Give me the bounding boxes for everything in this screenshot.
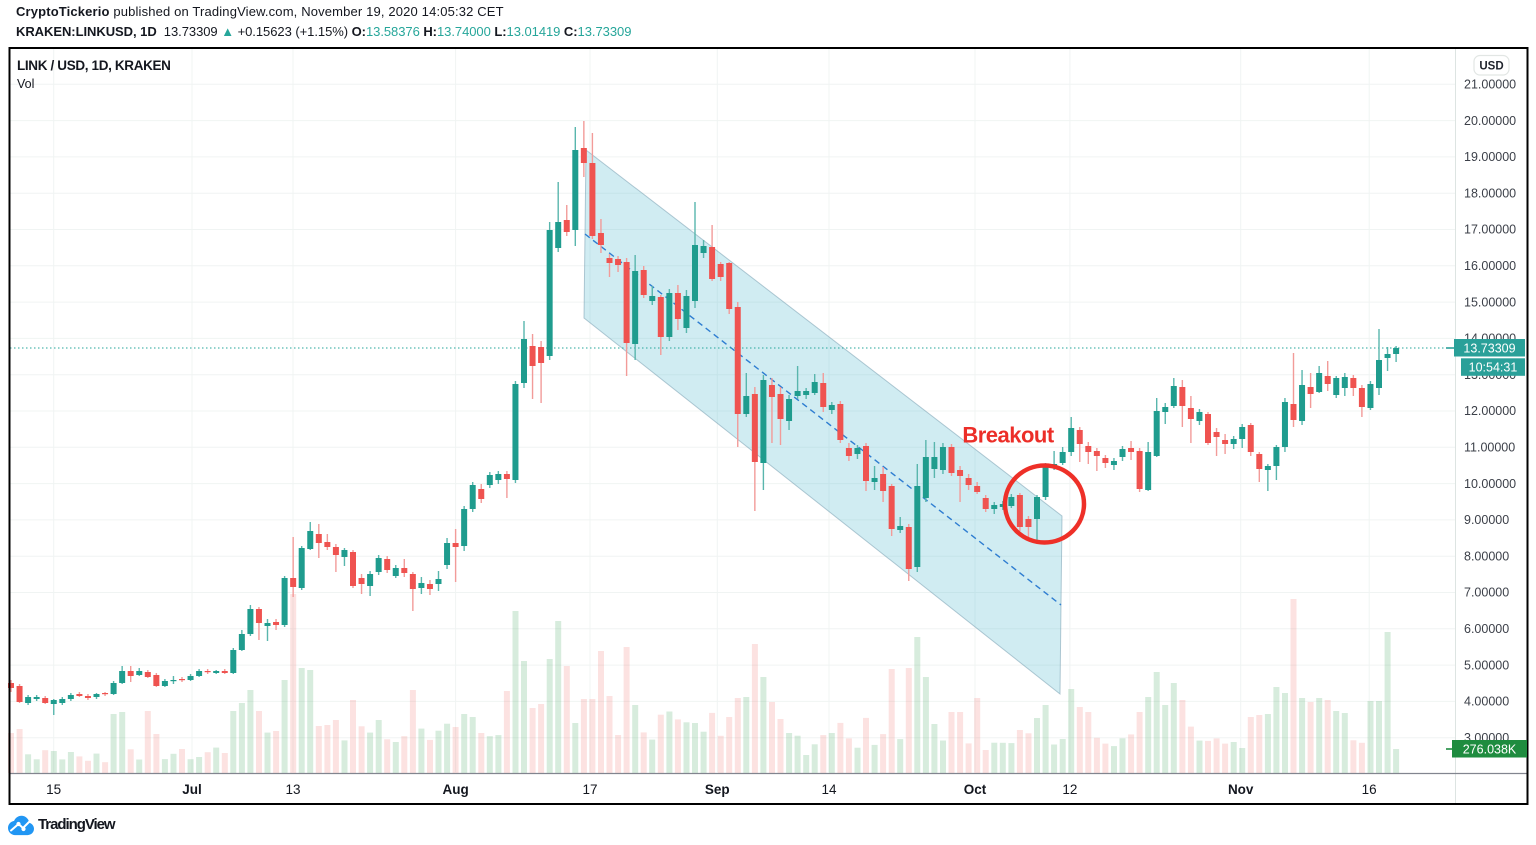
svg-text:9.00000: 9.00000	[1464, 513, 1509, 527]
svg-text:276.038K: 276.038K	[1463, 742, 1517, 756]
svg-text:8.00000: 8.00000	[1464, 549, 1509, 563]
svg-text:Oct: Oct	[964, 782, 987, 797]
svg-text:13.73309: 13.73309	[1463, 341, 1515, 355]
svg-text:12: 12	[1062, 782, 1077, 797]
svg-text:10.00000: 10.00000	[1464, 477, 1516, 491]
svg-text:15.00000: 15.00000	[1464, 295, 1516, 309]
svg-text:13: 13	[285, 782, 300, 797]
svg-text:17: 17	[582, 782, 597, 797]
svg-text:16: 16	[1362, 782, 1377, 797]
svg-text:21.00000: 21.00000	[1464, 78, 1516, 92]
svg-text:USD: USD	[1479, 61, 1503, 73]
svg-text:7.00000: 7.00000	[1464, 586, 1509, 600]
svg-text:18.00000: 18.00000	[1464, 186, 1516, 200]
svg-text:Jul: Jul	[182, 782, 202, 797]
svg-text:Aug: Aug	[442, 782, 468, 797]
svg-text:Breakout: Breakout	[962, 423, 1055, 448]
svg-text:17.00000: 17.00000	[1464, 223, 1516, 237]
svg-text:12.00000: 12.00000	[1464, 404, 1516, 418]
svg-text:19.00000: 19.00000	[1464, 150, 1516, 164]
svg-text:20.00000: 20.00000	[1464, 114, 1516, 128]
svg-text:10:54:31: 10:54:31	[1469, 361, 1518, 375]
svg-text:11.00000: 11.00000	[1464, 441, 1515, 455]
svg-text:6.00000: 6.00000	[1464, 622, 1509, 636]
svg-text:5.00000: 5.00000	[1464, 658, 1509, 672]
svg-text:Sep: Sep	[705, 782, 730, 797]
svg-text:14: 14	[821, 782, 837, 797]
svg-text:16.00000: 16.00000	[1464, 259, 1516, 273]
svg-text:Nov: Nov	[1228, 782, 1254, 797]
svg-text:15: 15	[46, 782, 61, 797]
svg-text:4.00000: 4.00000	[1464, 695, 1509, 709]
